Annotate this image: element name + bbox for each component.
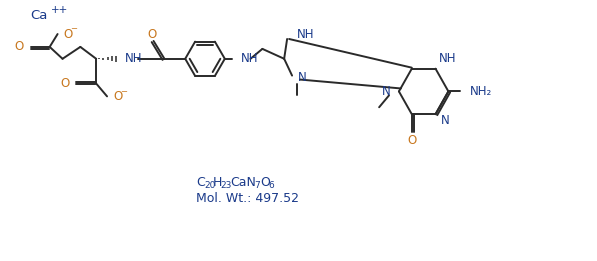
Text: NH₂: NH₂ bbox=[470, 85, 493, 98]
Text: ++: ++ bbox=[51, 5, 68, 15]
Text: 23: 23 bbox=[221, 181, 232, 190]
Text: NH: NH bbox=[241, 52, 258, 65]
Text: NH: NH bbox=[125, 52, 142, 65]
Text: Ca: Ca bbox=[30, 9, 47, 22]
Text: O: O bbox=[260, 176, 270, 189]
Text: N: N bbox=[298, 71, 307, 84]
Text: NH: NH bbox=[297, 28, 315, 40]
Text: C: C bbox=[196, 176, 205, 189]
Text: O: O bbox=[60, 77, 69, 90]
Text: O: O bbox=[147, 28, 156, 40]
Text: 7: 7 bbox=[254, 181, 260, 190]
Text: H: H bbox=[213, 176, 222, 189]
Text: O: O bbox=[63, 28, 73, 40]
Text: 20: 20 bbox=[204, 181, 216, 190]
Text: Mol. Wt.: 497.52: Mol. Wt.: 497.52 bbox=[196, 192, 299, 205]
Text: O: O bbox=[113, 90, 122, 103]
Text: NH: NH bbox=[438, 52, 456, 65]
Text: −: − bbox=[120, 87, 127, 96]
Text: O: O bbox=[407, 134, 416, 147]
Text: N: N bbox=[382, 85, 391, 98]
Text: CaN: CaN bbox=[230, 176, 257, 189]
Text: −: − bbox=[70, 25, 78, 34]
Text: N: N bbox=[441, 114, 449, 127]
Text: O: O bbox=[15, 40, 24, 54]
Text: 6: 6 bbox=[268, 181, 274, 190]
